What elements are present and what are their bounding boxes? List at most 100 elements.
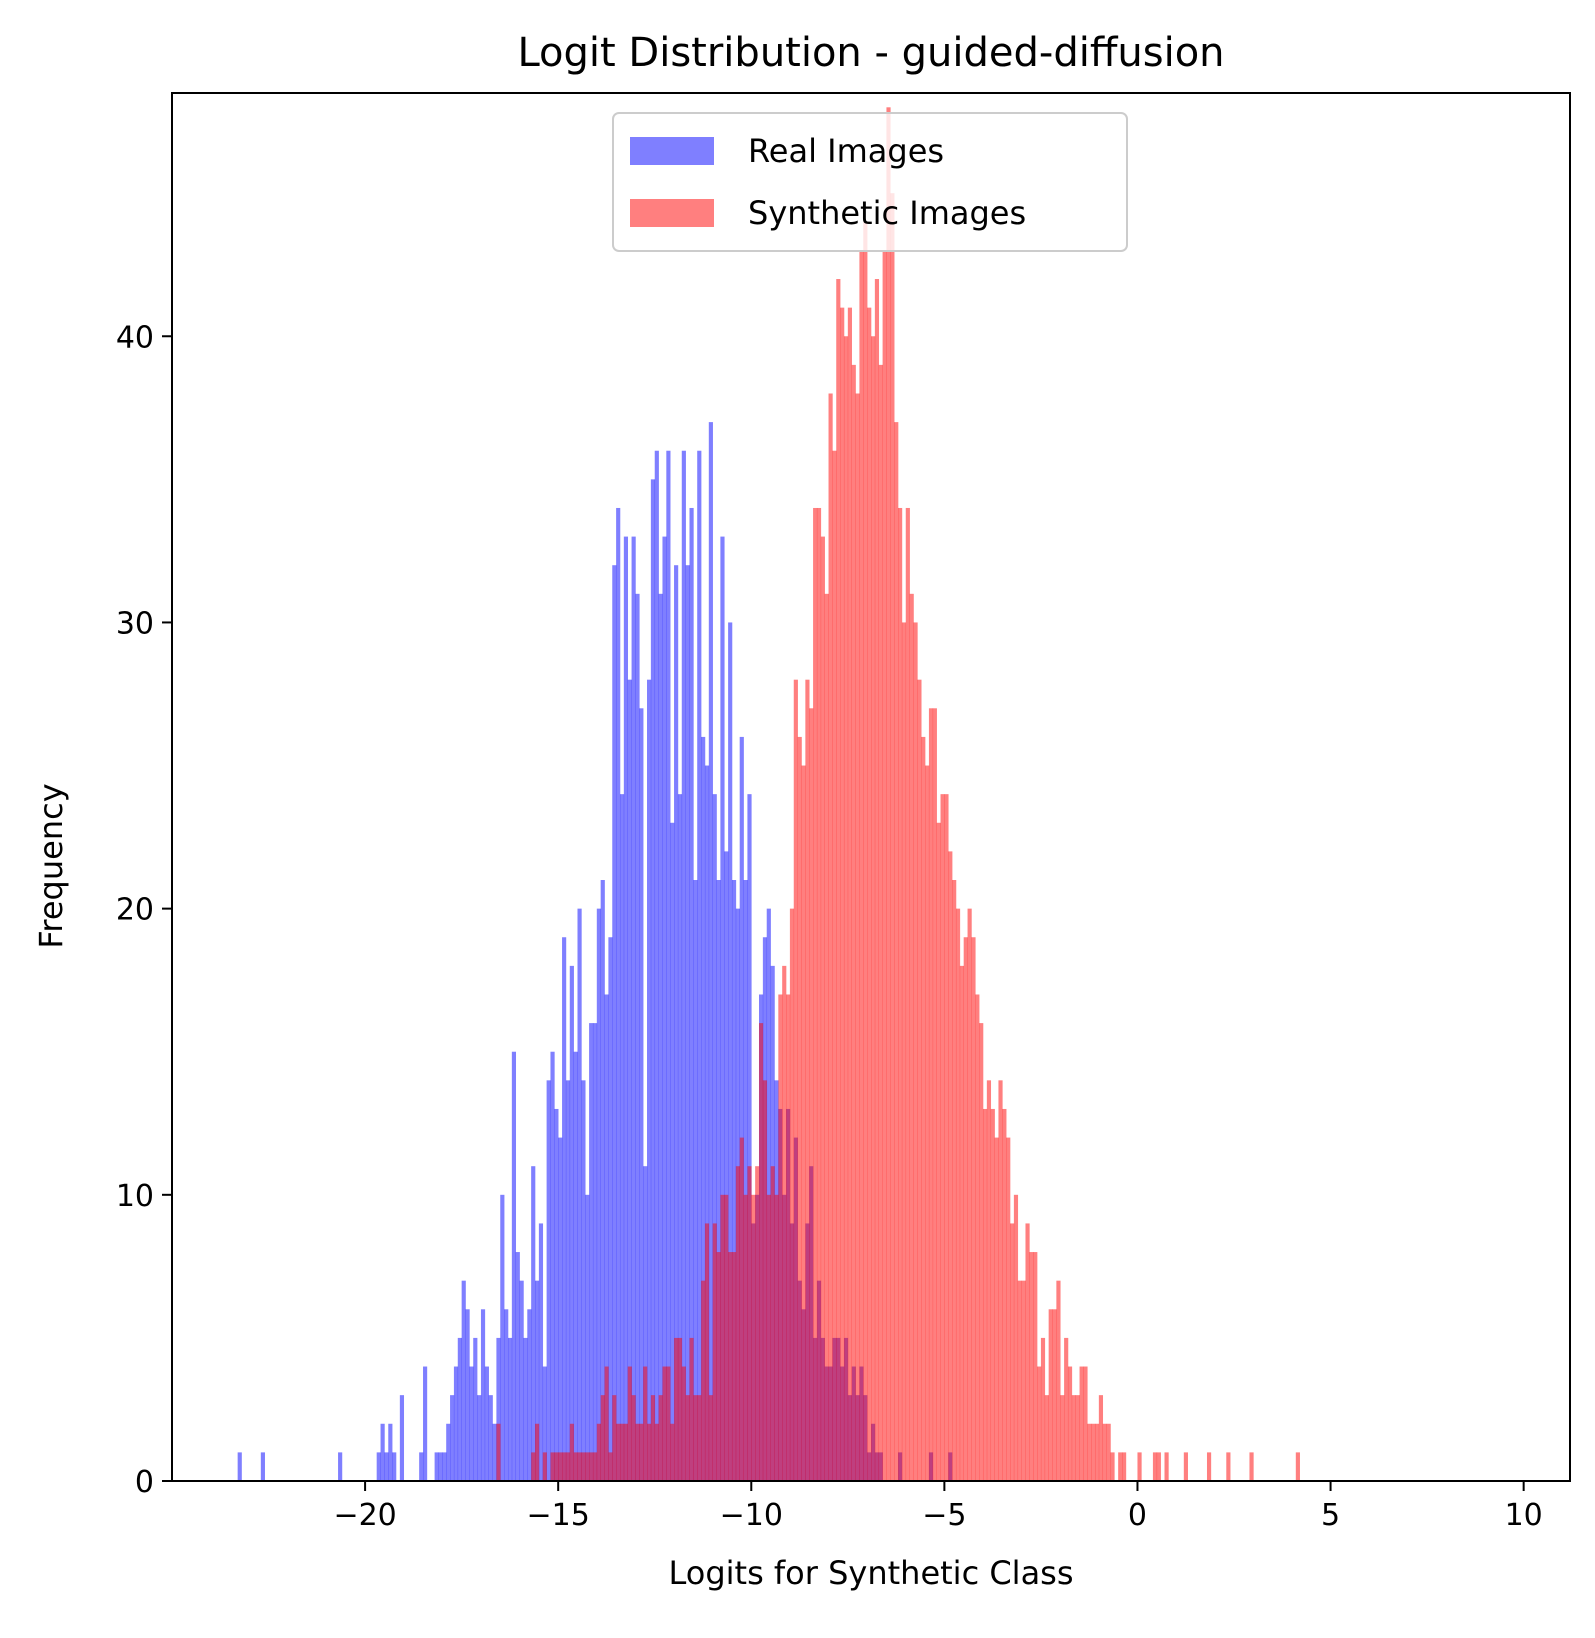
plot-frame [171,92,1571,1482]
bar [527,1309,532,1481]
bar [538,1223,544,1481]
bar [388,1423,393,1481]
bar [639,1423,644,1481]
legend-label-synthetic: Synthetic Images [748,194,1026,232]
bar [627,1366,632,1481]
bar [1295,1452,1300,1481]
bar [998,1080,1003,1481]
bar [434,1452,439,1481]
bar [643,1166,648,1481]
bar [959,965,964,1481]
bar [631,1395,636,1481]
bar [836,279,841,1481]
bar [558,1452,563,1481]
bar [731,1252,737,1481]
bar [496,1337,501,1481]
bar [693,1395,698,1481]
bar [1083,1366,1088,1481]
bar [616,507,621,1481]
bar [994,1137,999,1481]
bar [581,1080,586,1481]
bar [453,1366,459,1481]
series-1-bars [496,107,1300,1482]
bar [674,1337,679,1481]
bar [446,1423,451,1481]
bar [619,794,625,1481]
bar [816,507,822,1481]
bar [859,250,864,1481]
bar [735,1166,740,1481]
bar [585,1452,590,1481]
bar [1226,1452,1231,1481]
bar [515,1252,520,1481]
bar [596,908,601,1481]
bar [685,1395,690,1481]
bar [789,908,795,1481]
bar [376,1452,381,1481]
bar [1122,1452,1127,1481]
bar [762,1080,768,1481]
bar [731,880,737,1481]
bar [724,851,729,1481]
bar [616,1423,621,1481]
bar [1098,1395,1104,1481]
bar [824,593,829,1481]
bar [677,1337,683,1481]
bar [500,1194,505,1481]
bar [531,1452,536,1481]
bar [936,822,941,1481]
bar [986,1080,992,1481]
bar [442,1452,447,1481]
bar [743,880,748,1481]
bar [600,880,605,1481]
bar [469,1366,474,1481]
bar [1137,1452,1142,1481]
legend-box [612,112,1128,252]
bar [901,622,907,1481]
y-axis-label: Frequency [32,783,70,948]
bar [670,1423,675,1481]
bar [573,1051,578,1481]
bar [1040,1337,1046,1481]
bar [917,679,922,1481]
bar [932,708,937,1481]
bar [1029,1252,1034,1481]
bar [1060,1395,1065,1481]
bar [801,765,806,1481]
bar [619,1423,625,1481]
bar [635,593,640,1481]
bar [662,536,667,1481]
bar [728,1252,733,1481]
x-tick-label: −10 [720,1498,783,1533]
bar [982,1108,988,1481]
bar [913,622,918,1481]
bar [955,908,961,1481]
bar [650,479,656,1481]
bar [832,450,837,1482]
bar [704,1223,710,1481]
bar [1017,1280,1022,1481]
bar [450,1395,455,1481]
bar [542,1366,547,1481]
x-tick-label: 10 [1505,1498,1543,1533]
y-tick-label: 10 [116,1179,154,1214]
bar [643,1366,648,1481]
bar [747,1166,752,1481]
bar [654,1423,659,1481]
bar [589,1023,594,1481]
bar [871,336,876,1482]
bar [782,965,787,1481]
x-tick-label: 5 [1321,1498,1340,1533]
bar [1033,1252,1038,1481]
bar [843,336,849,1482]
bar [1067,1366,1073,1481]
bar [658,1395,663,1481]
bar [550,1452,555,1481]
bar [774,1194,779,1481]
bar [1206,1452,1212,1481]
bar [631,536,636,1481]
x-tick-label: 0 [1128,1498,1147,1533]
legend-swatch-synthetic [630,199,714,227]
bar [496,1423,501,1481]
bar [928,708,934,1481]
